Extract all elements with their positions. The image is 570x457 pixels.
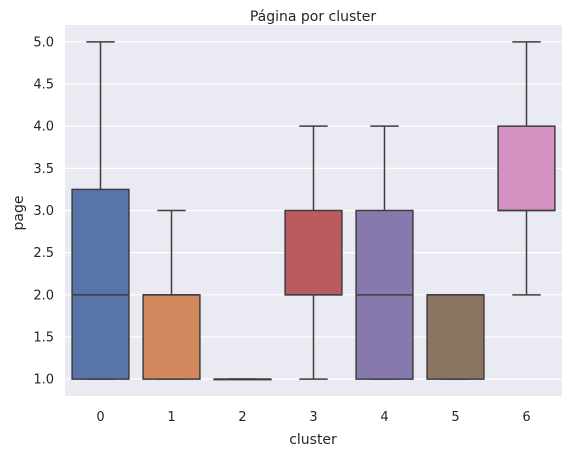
box-6 <box>497 41 556 296</box>
y-axis-label: page <box>11 196 27 231</box>
box-body <box>71 188 130 380</box>
box-body <box>142 294 201 380</box>
x-ticks: 0 1 2 3 4 5 6 <box>96 410 530 425</box>
box-4 <box>355 125 414 380</box>
x-tick-label: 0 <box>96 410 104 425</box>
x-tick-label: 4 <box>380 410 388 425</box>
y-tick-label: 4.0 <box>33 120 54 135</box>
x-axis-label: cluster <box>289 432 337 448</box>
y-tick-label: 2.0 <box>33 288 54 303</box>
y-tick-label: 2.5 <box>33 246 54 261</box>
x-tick-label: 5 <box>451 410 459 425</box>
chart-title: Página por cluster <box>250 9 377 25</box>
box-2 <box>213 378 272 381</box>
box-3 <box>284 125 343 380</box>
boxes <box>71 41 556 381</box>
box-body <box>497 125 556 212</box>
x-tick-label: 3 <box>309 410 317 425</box>
box-5 <box>426 294 485 380</box>
y-tick-label: 4.5 <box>33 78 54 93</box>
x-tick-label: 6 <box>522 410 530 425</box>
y-tick-label: 1.0 <box>33 373 54 388</box>
y-tick-label: 3.0 <box>33 204 54 219</box>
x-tick-label: 1 <box>167 410 175 425</box>
y-tick-label: 5.0 <box>33 35 54 50</box>
box-0 <box>71 41 130 380</box>
y-ticks: 1.0 1.5 2.0 2.5 3.0 3.5 4.0 4.5 5.0 <box>33 35 54 387</box>
box-body <box>284 209 343 296</box>
x-tick-label: 2 <box>238 410 246 425</box>
y-tick-label: 3.5 <box>33 162 54 177</box>
box-body <box>426 294 485 380</box>
y-tick-label: 1.5 <box>33 330 54 345</box>
box-1 <box>142 209 201 380</box>
